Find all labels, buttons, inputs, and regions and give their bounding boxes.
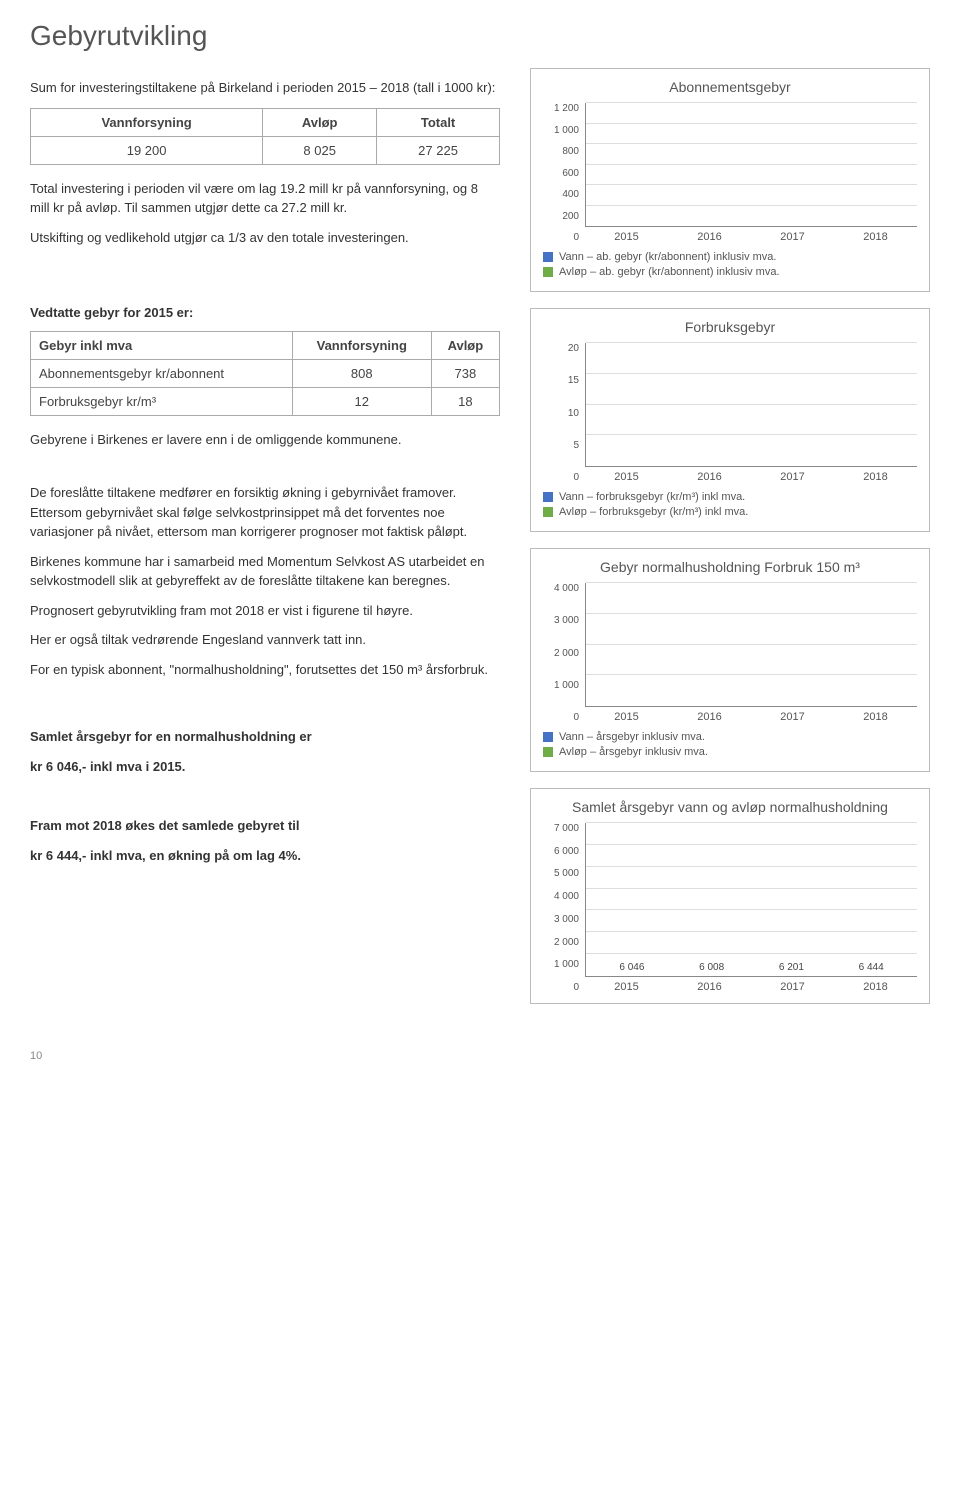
th-vann: Vannforsyning	[31, 108, 263, 136]
chart-forbruk-title: Forbruksgebyr	[543, 319, 917, 335]
y-axis-abon: 02004006008001 0001 200	[543, 103, 585, 243]
chart-forbruk: Forbruksgebyr 05101520 2015201620172018 …	[530, 308, 930, 532]
leg-abon-1: Avløp – ab. gebyr (kr/abonnent) inklusiv…	[559, 266, 780, 278]
x-axis-forb: 2015201620172018	[585, 467, 917, 483]
para-prognose: Prognosert gebyrutvikling fram mot 2018 …	[30, 601, 500, 621]
para-engesland: Her er også tiltak vedrørende Engesland …	[30, 630, 500, 650]
fram-line1: Fram mot 2018 økes det samlede gebyret t…	[30, 816, 500, 836]
left-column: Sum for investeringstiltakene på Birkela…	[30, 68, 500, 1020]
legend-forb: Vann – forbruksgebyr (kr/m³) inkl mva. A…	[543, 491, 917, 518]
legend-abon: Vann – ab. gebyr (kr/abonnent) inklusiv …	[543, 251, 917, 278]
leg-norm-0: Vann – årsgebyr inklusiv mva.	[559, 731, 705, 743]
th-av: Avløp	[431, 331, 499, 359]
chart-samlet-title: Samlet årsgebyr vann og avløp normalhush…	[543, 799, 917, 815]
th-avlop: Avløp	[263, 108, 377, 136]
td-abon-vann: 808	[292, 359, 431, 387]
plot-abon	[585, 103, 917, 227]
chart-abon: Abonnementsgebyr 02004006008001 0001 200…	[530, 68, 930, 292]
chart-normal-title: Gebyr normalhusholdning Forbruk 150 m³	[543, 559, 917, 575]
leg-abon-0: Vann – ab. gebyr (kr/abonnent) inklusiv …	[559, 251, 776, 263]
page-title: Gebyrutvikling	[30, 20, 930, 52]
right-column: Abonnementsgebyr 02004006008001 0001 200…	[530, 68, 930, 1020]
para-lavere: Gebyrene i Birkenes er lavere enn i de o…	[30, 430, 500, 450]
para-utskifting: Utskifting og vedlikehold utgjør ca 1/3 …	[30, 228, 500, 248]
plot-norm	[585, 583, 917, 707]
td-forb-label: Forbruksgebyr kr/m³	[31, 387, 293, 415]
th-vf: Vannforsyning	[292, 331, 431, 359]
td-abon-avlop: 738	[431, 359, 499, 387]
para-tiltak: De foreslåtte tiltakene medfører en fors…	[30, 483, 500, 542]
leg-forb-1: Avløp – forbruksgebyr (kr/m³) inkl mva.	[559, 506, 748, 518]
plot-forb	[585, 343, 917, 467]
td-vann: 19 200	[31, 136, 263, 164]
samlet-line1: Samlet årsgebyr for en normalhusholdning…	[30, 727, 500, 747]
vedtatte-heading: Vedtatte gebyr for 2015 er:	[30, 303, 500, 323]
y-axis-norm: 01 0002 0003 0004 000	[543, 583, 585, 723]
td-abon-label: Abonnementsgebyr kr/abonnent	[31, 359, 293, 387]
fram-line2: kr 6 444,- inkl mva, en økning på om lag…	[30, 846, 500, 866]
td-avlop: 8 025	[263, 136, 377, 164]
samlet-line2: kr 6 046,- inkl mva i 2015.	[30, 757, 500, 777]
page-number: 10	[30, 1050, 930, 1062]
chart-abon-title: Abonnementsgebyr	[543, 79, 917, 95]
x-axis-sam: 2015201620172018	[585, 977, 917, 993]
legend-norm: Vann – årsgebyr inklusiv mva. Avløp – år…	[543, 731, 917, 758]
th-gebyr: Gebyr inkl mva	[31, 331, 293, 359]
plot-sam: 6 0466 0086 2016 444	[585, 823, 917, 977]
para-normalhush: For en typisk abonnent, "normalhusholdni…	[30, 660, 500, 680]
para-total: Total investering i perioden vil være om…	[30, 179, 500, 218]
intro-text: Sum for investeringstiltakene på Birkela…	[30, 78, 500, 98]
leg-norm-1: Avløp – årsgebyr inklusiv mva.	[559, 746, 708, 758]
leg-forb-0: Vann – forbruksgebyr (kr/m³) inkl mva.	[559, 491, 745, 503]
y-axis-forb: 05101520	[543, 343, 585, 483]
td-forb-vann: 12	[292, 387, 431, 415]
para-momentum: Birkenes kommune har i samarbeid med Mom…	[30, 552, 500, 591]
y-axis-sam: 01 0002 0003 0004 0005 0006 0007 000	[543, 823, 585, 993]
chart-samlet: Samlet årsgebyr vann og avløp normalhush…	[530, 788, 930, 1004]
th-totalt: Totalt	[377, 108, 500, 136]
td-forb-avlop: 18	[431, 387, 499, 415]
x-axis-norm: 2015201620172018	[585, 707, 917, 723]
invest-table: Vannforsyning Avløp Totalt 19 200 8 025 …	[30, 108, 500, 165]
td-totalt: 27 225	[377, 136, 500, 164]
gebyr-table: Gebyr inkl mva Vannforsyning Avløp Abonn…	[30, 331, 500, 416]
x-axis-abon: 2015201620172018	[585, 227, 917, 243]
chart-normal: Gebyr normalhusholdning Forbruk 150 m³ 0…	[530, 548, 930, 772]
